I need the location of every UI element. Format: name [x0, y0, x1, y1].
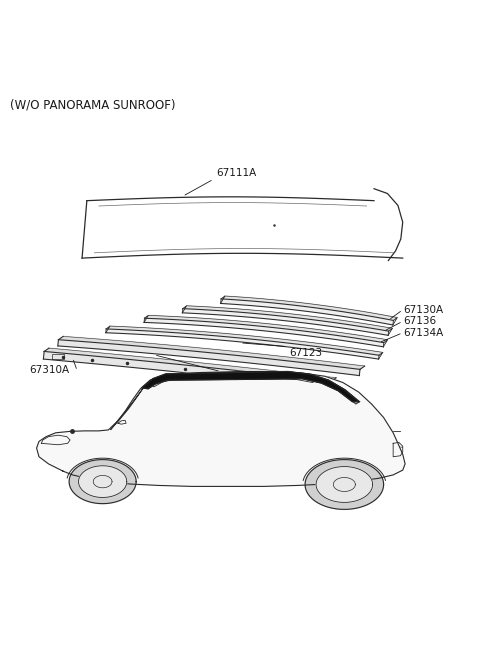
Polygon shape	[43, 352, 331, 388]
Polygon shape	[36, 371, 405, 487]
Polygon shape	[142, 371, 359, 402]
Polygon shape	[69, 460, 136, 504]
Polygon shape	[144, 318, 384, 347]
Polygon shape	[44, 348, 336, 381]
Polygon shape	[106, 326, 383, 355]
Text: 67111A: 67111A	[216, 168, 256, 178]
Text: 67310A: 67310A	[29, 365, 70, 375]
Text: 67122A: 67122A	[222, 373, 262, 383]
Text: 67134A: 67134A	[404, 328, 444, 338]
Polygon shape	[79, 466, 127, 497]
Polygon shape	[58, 340, 360, 375]
Polygon shape	[182, 309, 389, 335]
Polygon shape	[183, 306, 393, 331]
Polygon shape	[144, 315, 388, 343]
Polygon shape	[316, 466, 372, 502]
Polygon shape	[305, 460, 384, 510]
Polygon shape	[59, 337, 365, 369]
Polygon shape	[221, 299, 394, 325]
Text: 67130A: 67130A	[404, 305, 444, 315]
Text: (W/O PANORAMA SUNROOF): (W/O PANORAMA SUNROOF)	[10, 99, 176, 112]
Polygon shape	[221, 296, 397, 320]
Text: 67136: 67136	[404, 316, 437, 326]
Polygon shape	[106, 329, 379, 359]
Text: 67123: 67123	[289, 348, 322, 358]
